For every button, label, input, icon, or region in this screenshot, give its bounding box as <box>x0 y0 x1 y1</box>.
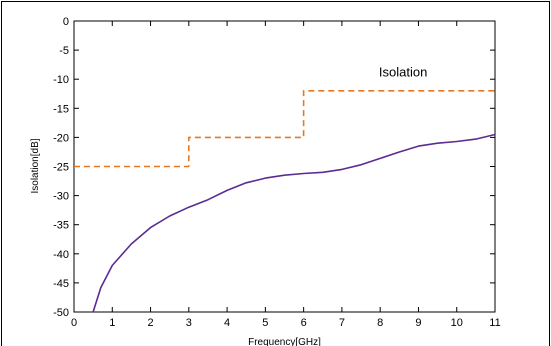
x-tick-label: 4 <box>224 317 230 329</box>
y-tick-label: -10 <box>53 74 69 86</box>
isolation-limit-line <box>74 90 495 168</box>
x-tick-labels: 0 1 2 3 4 5 6 7 8 9 10 11 <box>71 317 501 329</box>
x-axis-label: Frequency[GHz] <box>248 337 321 346</box>
x-tick-label: 11 <box>489 317 500 329</box>
x-tick-label: 9 <box>415 317 421 329</box>
y-tick-label: -45 <box>53 278 69 290</box>
y-tick-label: -5 <box>59 45 69 57</box>
x-tick-label: 3 <box>186 317 192 329</box>
y-tick-label: -35 <box>53 220 69 232</box>
y-tick-label: -15 <box>53 103 69 115</box>
x-tick-label: 2 <box>147 317 153 329</box>
y-tick-labels: 0 -5 -10 -15 -20 -25 -30 -35 -40 -45 -50 <box>53 16 69 319</box>
x-tick-label: 6 <box>301 317 307 329</box>
x-tick-label: 7 <box>339 317 345 329</box>
y-tick-label: -50 <box>53 307 69 319</box>
y-tick-label: -30 <box>53 191 69 203</box>
x-tick-label: 0 <box>71 317 77 329</box>
isolation-measured-line <box>92 133 496 313</box>
x-tick-label: 10 <box>451 317 463 329</box>
data-series <box>74 90 496 313</box>
x-tick-label: 8 <box>377 317 383 329</box>
y-tick-label: -20 <box>53 132 69 144</box>
y-axis-label: Isolation[dB] <box>30 138 41 193</box>
y-tick-label: -40 <box>53 249 69 261</box>
x-tick-label: 5 <box>262 317 268 329</box>
x-tick-label: 1 <box>109 317 115 329</box>
isolation-annotation: Isolation <box>379 64 427 79</box>
y-tick-label: -25 <box>53 162 69 174</box>
y-tick-label: 0 <box>63 16 69 28</box>
